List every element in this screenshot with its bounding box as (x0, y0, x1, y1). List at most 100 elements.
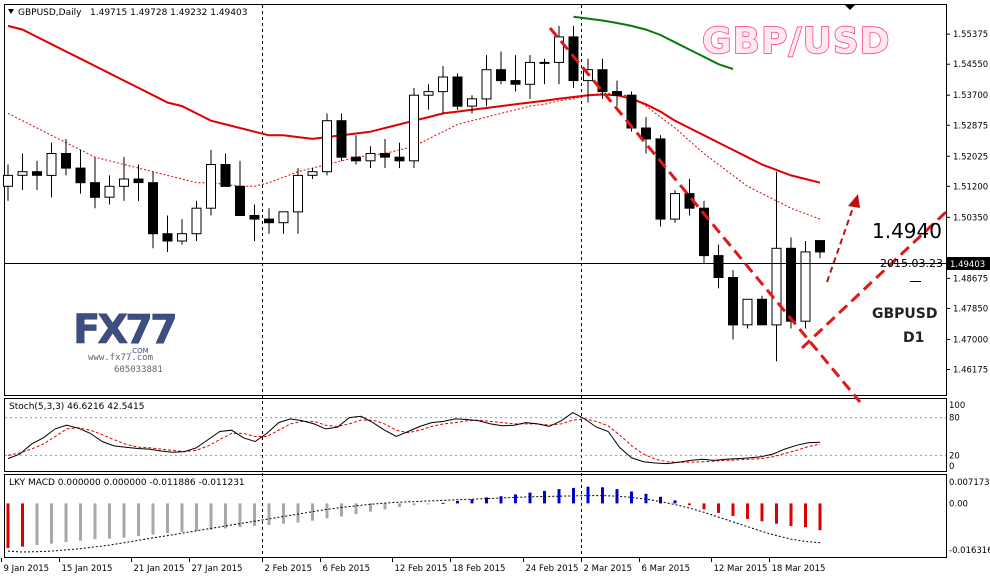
macd-histogram-bar (180, 503, 184, 532)
price-tick-label: 1.52025 (953, 152, 988, 162)
candle-body (177, 233, 187, 242)
price-tick-label: 1.50350 (953, 213, 988, 223)
candle-body (481, 69, 492, 100)
candle (742, 298, 753, 329)
down-trendline (548, 27, 862, 403)
candle-body (17, 171, 28, 176)
macd-histogram-bar (528, 492, 532, 504)
candle (133, 164, 144, 201)
candle-body (3, 174, 13, 187)
candle-body (351, 156, 361, 162)
candle (612, 80, 622, 107)
svg-text:1.49403: 1.49403 (950, 260, 985, 270)
candle (220, 153, 231, 187)
candle-body (75, 167, 86, 184)
candle (641, 117, 651, 154)
forecast-arrow-head (848, 194, 860, 208)
candle (699, 200, 709, 263)
candle-body (612, 91, 622, 96)
logo-brand: FX77 (73, 307, 175, 353)
macd-histogram-bar (441, 502, 445, 504)
macd-histogram-bar (311, 503, 314, 521)
macd-histogram-bar (369, 503, 372, 512)
date-tick-label: 6 Feb 2015 (323, 564, 371, 574)
candle (786, 237, 796, 329)
macd-histogram-bar (760, 503, 764, 522)
date-tick-label: 12 Feb 2015 (395, 564, 448, 574)
macd-histogram-bar (586, 486, 590, 504)
stoch-tick-label: 20 (949, 451, 960, 461)
macd-histogram-bar (325, 503, 329, 519)
price-tick-label: 1.51200 (953, 182, 988, 192)
candle-body (206, 164, 216, 209)
candle (670, 189, 680, 223)
candle-body (119, 178, 129, 187)
macd-histogram-bar (224, 503, 227, 529)
candle (597, 58, 608, 99)
candle (32, 160, 42, 190)
candle (800, 241, 811, 329)
logo-phone: 605033881 (114, 365, 163, 375)
macd-histogram-bar (427, 503, 430, 505)
candle (191, 200, 202, 242)
macd-histogram-bar (746, 503, 749, 519)
macd-histogram-bar (514, 494, 517, 504)
macd-histogram-bar (456, 501, 459, 504)
current-price-tag: 1.49403 (947, 257, 990, 270)
candle (3, 164, 13, 201)
candle-body (32, 171, 42, 176)
candle-body (670, 193, 680, 220)
price-tick-label: 1.47000 (953, 335, 988, 345)
candle-body (104, 185, 115, 198)
candle (235, 160, 245, 217)
candle (438, 66, 448, 114)
macd-histogram-bar (93, 503, 97, 540)
candle (278, 211, 289, 234)
candle (162, 215, 173, 252)
macd-signal-line (7, 495, 821, 553)
logo-site: www.fx77.com (88, 353, 153, 363)
candle-body (467, 98, 477, 107)
candle-body (771, 247, 782, 326)
candle (481, 55, 492, 107)
logo-sub: .COM (130, 347, 149, 355)
candle-body (90, 182, 100, 198)
candle-body (423, 91, 434, 96)
candle-body (713, 255, 724, 279)
candle-body (380, 153, 390, 158)
candle (728, 270, 738, 340)
candle (452, 73, 463, 110)
candle-body (46, 153, 57, 176)
candle-body (336, 120, 347, 158)
candle-body (728, 277, 738, 326)
price-axis: 1.55375 1.54550 1.53700 1.52875 1.52025 1.512… (946, 30, 988, 376)
candle (365, 146, 376, 169)
candle-body (800, 251, 811, 322)
stoch-tick-label: 100 (949, 401, 965, 411)
candle-body (525, 61, 535, 85)
candle (525, 55, 535, 99)
macd-histogram-bar (412, 503, 416, 506)
macd-tick-label: 0.007173 (949, 478, 990, 488)
candle (148, 171, 158, 249)
candle-body (409, 94, 419, 162)
candle-body (220, 164, 231, 187)
macd-histogram-bar (340, 503, 343, 517)
candle-body (235, 185, 245, 217)
candle (293, 168, 303, 234)
pair-annotation: GBPUSD (872, 306, 938, 322)
candle (655, 135, 666, 227)
candle-body (438, 76, 448, 93)
candle (264, 208, 274, 234)
candle-body (496, 69, 506, 82)
candle (104, 175, 115, 205)
candle-body (278, 211, 289, 224)
candlestick-series (3, 25, 825, 362)
candle (177, 219, 187, 245)
candle (351, 135, 361, 165)
candle (409, 87, 419, 169)
macd-histogram-bar (253, 503, 256, 526)
candle (322, 113, 332, 176)
